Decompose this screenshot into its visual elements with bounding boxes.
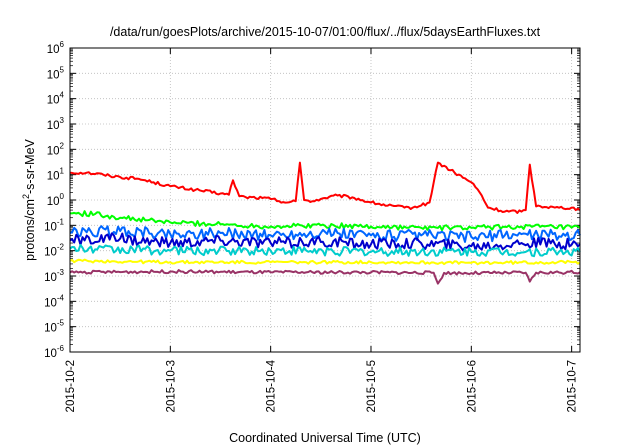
x-tick-label: 2015-10-2 [65, 360, 77, 412]
y-tick-exponent: -3 [57, 268, 65, 277]
series-line-5 [69, 243, 581, 258]
y-tick-label: 105 [47, 65, 65, 81]
y-tick-label: 10-2 [44, 243, 64, 259]
series-line-2 [69, 210, 581, 232]
y-tick-label: 10-5 [44, 319, 64, 335]
y-tick-exponent: -6 [57, 344, 65, 353]
y-tick-exponent: 1 [60, 167, 65, 176]
y-axis-label-post: -s-sr-MeV [23, 138, 37, 194]
y-tick-exponent: 4 [60, 91, 65, 100]
x-axis-label: Coordinated Universal Time (UTC) [229, 431, 421, 445]
y-tick-label: 100 [47, 192, 65, 208]
y-tick-exponent: 6 [60, 40, 65, 49]
series-line-6 [69, 258, 581, 266]
y-tick-label: 10-3 [44, 268, 64, 284]
y-tick-exponent: 0 [60, 192, 65, 201]
y-tick-exponent: -4 [57, 293, 65, 302]
y-tick-label: 102 [47, 141, 65, 157]
y-tick-exponent: -5 [57, 319, 65, 328]
chart-title: /data/run/goesPlots/archive/2015-10-07/0… [110, 25, 541, 39]
x-tick-label: 2015-10-5 [366, 360, 378, 412]
grid [69, 47, 580, 353]
x-tick-label: 2015-10-4 [266, 359, 278, 412]
y-tick-label: 10-6 [44, 344, 64, 360]
y-tick-label: 101 [47, 167, 65, 183]
y-tick-exponent: 2 [60, 141, 65, 150]
y-tick-label: 104 [47, 91, 65, 107]
plot-frame [69, 47, 581, 353]
y-axis-label-sup: 2 [21, 194, 31, 199]
y-tick-exponent: 3 [60, 116, 65, 125]
series-line-7 [69, 269, 581, 285]
x-tick-labels: 2015-10-2 2015-10-3 2015-10-4 2015-10-5 2015… [65, 359, 579, 412]
y-tick-labels: 10-610-510-410-310-210-11001011021031041… [44, 40, 64, 360]
y-tick-label: 106 [47, 40, 65, 56]
y-tick-label: 10-1 [44, 217, 64, 233]
x-tick-label: 2015-10-3 [165, 360, 177, 412]
series-line-4 [69, 232, 581, 252]
y-tick-label: 103 [47, 116, 65, 132]
y-tick-exponent: -1 [57, 217, 65, 226]
y-axis-label: protons/cm2-s-sr-MeV [21, 138, 37, 260]
y-tick-exponent: 5 [60, 65, 65, 74]
series-layer [69, 161, 581, 285]
series-line-3 [69, 225, 581, 243]
x-tick-label: 2015-10-7 [567, 360, 579, 412]
y-tick-label: 10-4 [44, 293, 64, 309]
series-line-1 [69, 161, 581, 214]
x-tick-label: 2015-10-6 [466, 360, 478, 412]
y-tick-exponent: -2 [57, 243, 65, 252]
y-axis-label-pre: protons/cm [23, 199, 37, 261]
